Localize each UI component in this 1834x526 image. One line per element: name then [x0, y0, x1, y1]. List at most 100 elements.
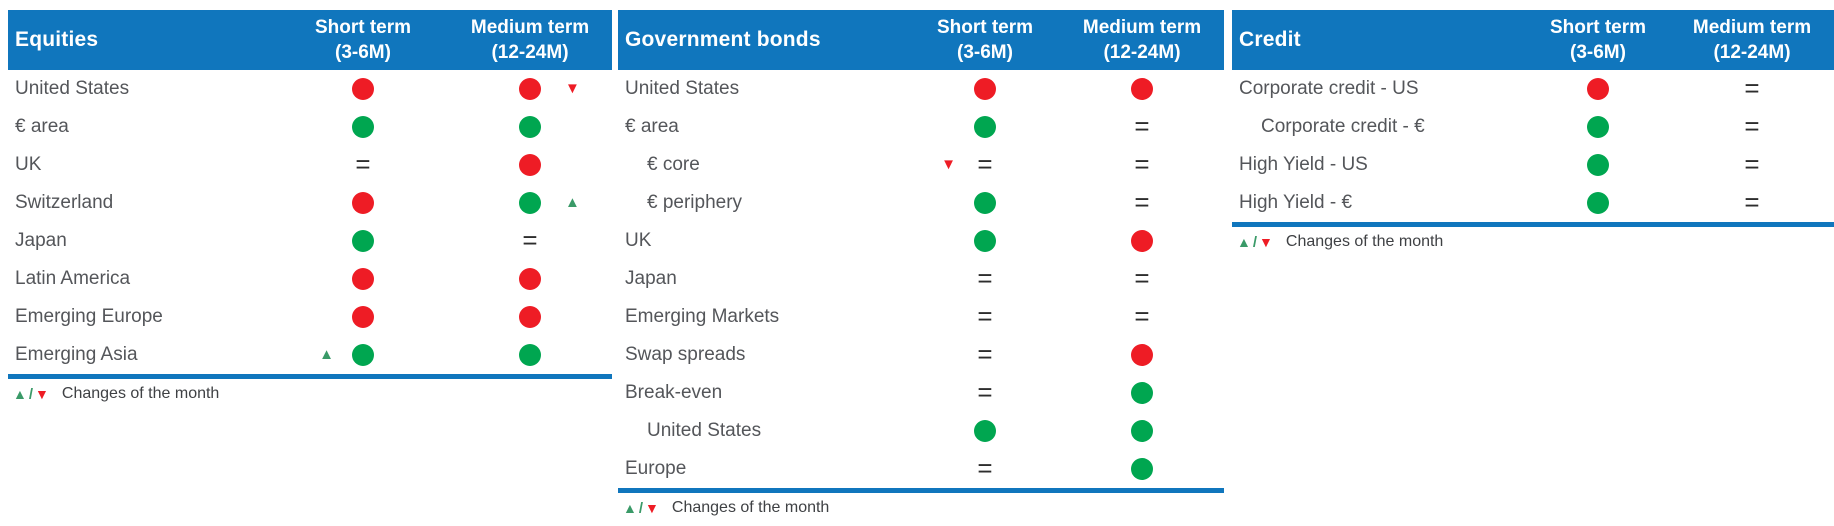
table-row: Corporate credit - US = [1232, 70, 1834, 108]
table-bottom-rule [8, 374, 612, 379]
row-label: Switzerland [15, 192, 114, 213]
medium-term-cell [470, 146, 590, 184]
signal-dot-red [1131, 230, 1153, 252]
table-rows: United States ▼ € area UK = Switzerland ▲ Japan… [8, 70, 612, 374]
change-up-icon: ▲ [319, 346, 334, 364]
medium-term-cell [470, 336, 590, 374]
table-rows: United States € area = € core ▼ = = € periphery… [618, 70, 1224, 488]
table-title: Credit [1239, 28, 1301, 51]
signal-dot-green [519, 344, 541, 366]
short-term-cell: = [925, 260, 1045, 298]
row-label: Corporate credit - € [1261, 116, 1425, 137]
equal-sign: = [522, 225, 538, 255]
short-term-cell [1538, 108, 1658, 146]
medium-term-cell [470, 260, 590, 298]
equal-sign: = [1134, 301, 1150, 331]
medium-term-cell [470, 108, 590, 146]
table-header: Equities Short term (3-6M) Medium term (… [8, 10, 612, 70]
up-triangle-icon: ▲ [1237, 234, 1251, 250]
short-term-cell [925, 184, 1045, 222]
table-bottom-rule [618, 488, 1224, 493]
column-header-medium-term: Medium term (12-24M) [1057, 10, 1227, 70]
row-label: € area [15, 116, 69, 137]
row-label: United States [15, 78, 130, 99]
table-row: United States [618, 412, 1224, 450]
equal-sign: = [977, 453, 993, 483]
medium-term-cell [1082, 336, 1202, 374]
column-header-line1: Short term [1549, 17, 1647, 38]
medium-term-cell [1082, 374, 1202, 412]
signal-dot-red [519, 154, 541, 176]
table-government-bonds: Government bonds Short term (3-6M) Mediu… [618, 10, 1224, 517]
equal-sign: = [977, 263, 993, 293]
legend: ▲ / ▼ Changes of the month [8, 379, 612, 403]
short-term-cell: ▼ = [925, 146, 1045, 184]
signal-dot-green [1131, 382, 1153, 404]
row-label: United States [625, 78, 740, 99]
medium-term-cell: ▼ [470, 70, 590, 108]
equal-sign: = [977, 339, 993, 369]
short-term-cell [303, 222, 423, 260]
short-term-cell: = [925, 298, 1045, 336]
signal-dot-red [519, 268, 541, 290]
legend-text: Changes of the month [61, 385, 220, 402]
medium-term-cell [470, 298, 590, 336]
signal-dot-green [1587, 154, 1609, 176]
row-label: Swap spreads [625, 344, 746, 365]
signal-dot-red [1587, 78, 1609, 100]
column-header-medium-term: Medium term (12-24M) [1667, 10, 1834, 70]
up-triangle-icon: ▲ [623, 500, 637, 516]
table-row: High Yield - US = [1232, 146, 1834, 184]
column-header-short-term: Short term (3-6M) [1513, 10, 1683, 70]
signal-dot-green [1131, 458, 1153, 480]
table-title: Equities [15, 28, 99, 51]
legend-text: Changes of the month [1285, 233, 1444, 250]
row-label: Emerging Europe [15, 306, 163, 327]
medium-term-cell: = [1692, 70, 1812, 108]
column-header-line1: Medium term [1692, 17, 1812, 38]
table-row: Emerging Asia ▲ [8, 336, 612, 374]
column-header-line1: Short term [936, 17, 1034, 38]
equal-sign: = [1744, 111, 1760, 141]
row-label: Latin America [15, 268, 131, 289]
column-header-line2: (12-24M) [491, 42, 569, 63]
signal-dot-red [352, 306, 374, 328]
table-row: Swap spreads = [618, 336, 1224, 374]
equal-sign: = [1134, 263, 1150, 293]
medium-term-cell: = [1082, 146, 1202, 184]
short-term-cell: = [925, 336, 1045, 374]
table-row: € area [8, 108, 612, 146]
table-row: Switzerland ▲ [8, 184, 612, 222]
short-term-cell [1538, 146, 1658, 184]
row-label: € core [647, 154, 700, 175]
row-label: High Yield - € [1239, 192, 1353, 213]
equal-sign: = [977, 301, 993, 331]
signal-dot-green [974, 192, 996, 214]
signal-dot-red [1131, 78, 1153, 100]
signal-dot-red [352, 268, 374, 290]
medium-term-cell: = [1692, 108, 1812, 146]
column-header-line2: (12-24M) [1713, 42, 1791, 63]
row-label: UK [625, 230, 652, 251]
row-label: Japan [15, 230, 67, 251]
equal-sign: = [977, 149, 993, 179]
signal-dot-green [352, 230, 374, 252]
medium-term-cell: = [1082, 184, 1202, 222]
short-term-cell: = [303, 146, 423, 184]
equal-sign: = [1134, 149, 1150, 179]
signal-dot-green [974, 420, 996, 442]
column-header-line2: (3-6M) [957, 42, 1013, 63]
medium-term-cell [1082, 222, 1202, 260]
legend-text: Changes of the month [671, 499, 830, 516]
table-row: United States ▼ [8, 70, 612, 108]
table-row: Corporate credit - € = [1232, 108, 1834, 146]
table-row: Japan = [8, 222, 612, 260]
table-credit: Credit Short term (3-6M) Medium term (12… [1232, 10, 1834, 251]
signal-dot-red [519, 306, 541, 328]
table-row: € area = [618, 108, 1224, 146]
short-term-cell: ▲ [303, 336, 423, 374]
table-row: Break-even = [618, 374, 1224, 412]
equal-sign: = [1744, 149, 1760, 179]
up-triangle-icon: ▲ [13, 386, 27, 402]
column-header-short-term: Short term (3-6M) [900, 10, 1070, 70]
